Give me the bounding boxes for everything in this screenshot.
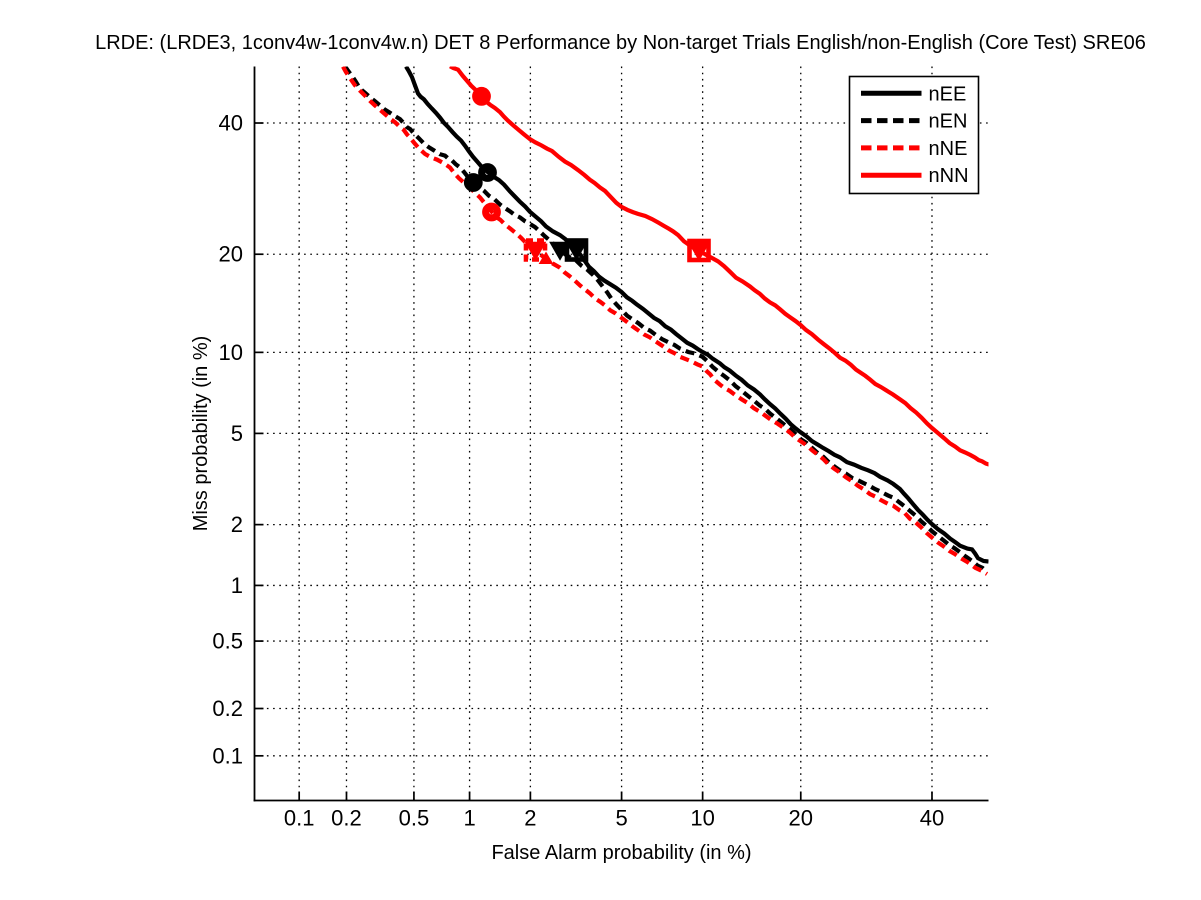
marker-circle-nEN bbox=[463, 173, 483, 192]
x-tick-label-0.5: 0.5 bbox=[399, 806, 430, 831]
curve-nEN bbox=[343, 66, 988, 573]
legend-label-nEN: nEN bbox=[929, 111, 968, 133]
curve-nNN bbox=[449, 66, 989, 467]
plot-title: LRDE: (LRDE3, 1conv4w-1conv4w.n) DET 8 P… bbox=[95, 32, 1146, 54]
marker-triangle-down-nNE bbox=[524, 241, 547, 261]
curve-nEE bbox=[404, 66, 989, 564]
marker-layer bbox=[463, 86, 711, 264]
marker-circle-nNE bbox=[482, 202, 501, 222]
x-tick-label-40: 40 bbox=[920, 806, 944, 831]
marker-circle-nNN bbox=[472, 86, 491, 106]
legend: nEE nEN nNE nNN bbox=[848, 75, 980, 195]
x-tick-label-2: 2 bbox=[524, 806, 536, 831]
x-tick-label-10: 10 bbox=[690, 806, 714, 831]
legend-label-nEE: nEE bbox=[929, 83, 967, 105]
marker-circle-nEE bbox=[478, 163, 497, 182]
y-tick-label-0.1: 0.1 bbox=[212, 743, 243, 768]
y-tick-label-2: 2 bbox=[231, 512, 243, 537]
y-tick-label-40: 40 bbox=[219, 111, 243, 136]
marker-triangle-down-nEE bbox=[565, 241, 588, 261]
y-tick-label-0.5: 0.5 bbox=[212, 629, 243, 654]
axes-layer bbox=[253, 66, 989, 802]
curve-layer bbox=[341, 66, 989, 576]
x-tick-label-20: 20 bbox=[789, 806, 813, 831]
tick-label-layer: 0.1 0.2 0.5 1 2 5 10 20 40 0.1 0.2 0.5 1 2 5 10 20 40 bbox=[212, 111, 944, 831]
x-tick-label-0.1: 0.1 bbox=[284, 806, 315, 831]
x-tick-label-1: 1 bbox=[463, 806, 475, 831]
y-tick-label-10: 10 bbox=[219, 340, 243, 365]
marker-triangle-down-nEN bbox=[549, 241, 571, 261]
marker-triangle-down-nNN bbox=[688, 242, 710, 262]
y-tick-label-20: 20 bbox=[219, 242, 243, 267]
legend-label-nNN: nNN bbox=[929, 165, 969, 187]
x-tick-label-5: 5 bbox=[615, 806, 627, 831]
marker-triangle-up-nNE bbox=[538, 251, 554, 264]
legend-label-nNE: nNE bbox=[929, 138, 968, 160]
x-tick-label-0.2: 0.2 bbox=[331, 806, 362, 831]
y-tick-label-0.2: 0.2 bbox=[212, 696, 243, 721]
y-axis-label: Miss probability (in %) bbox=[190, 336, 212, 532]
y-tick-label-5: 5 bbox=[231, 421, 243, 446]
curve-nNE bbox=[341, 66, 989, 576]
y-tick-label-1: 1 bbox=[231, 573, 243, 598]
x-axis-label: False Alarm probability (in %) bbox=[491, 842, 751, 864]
